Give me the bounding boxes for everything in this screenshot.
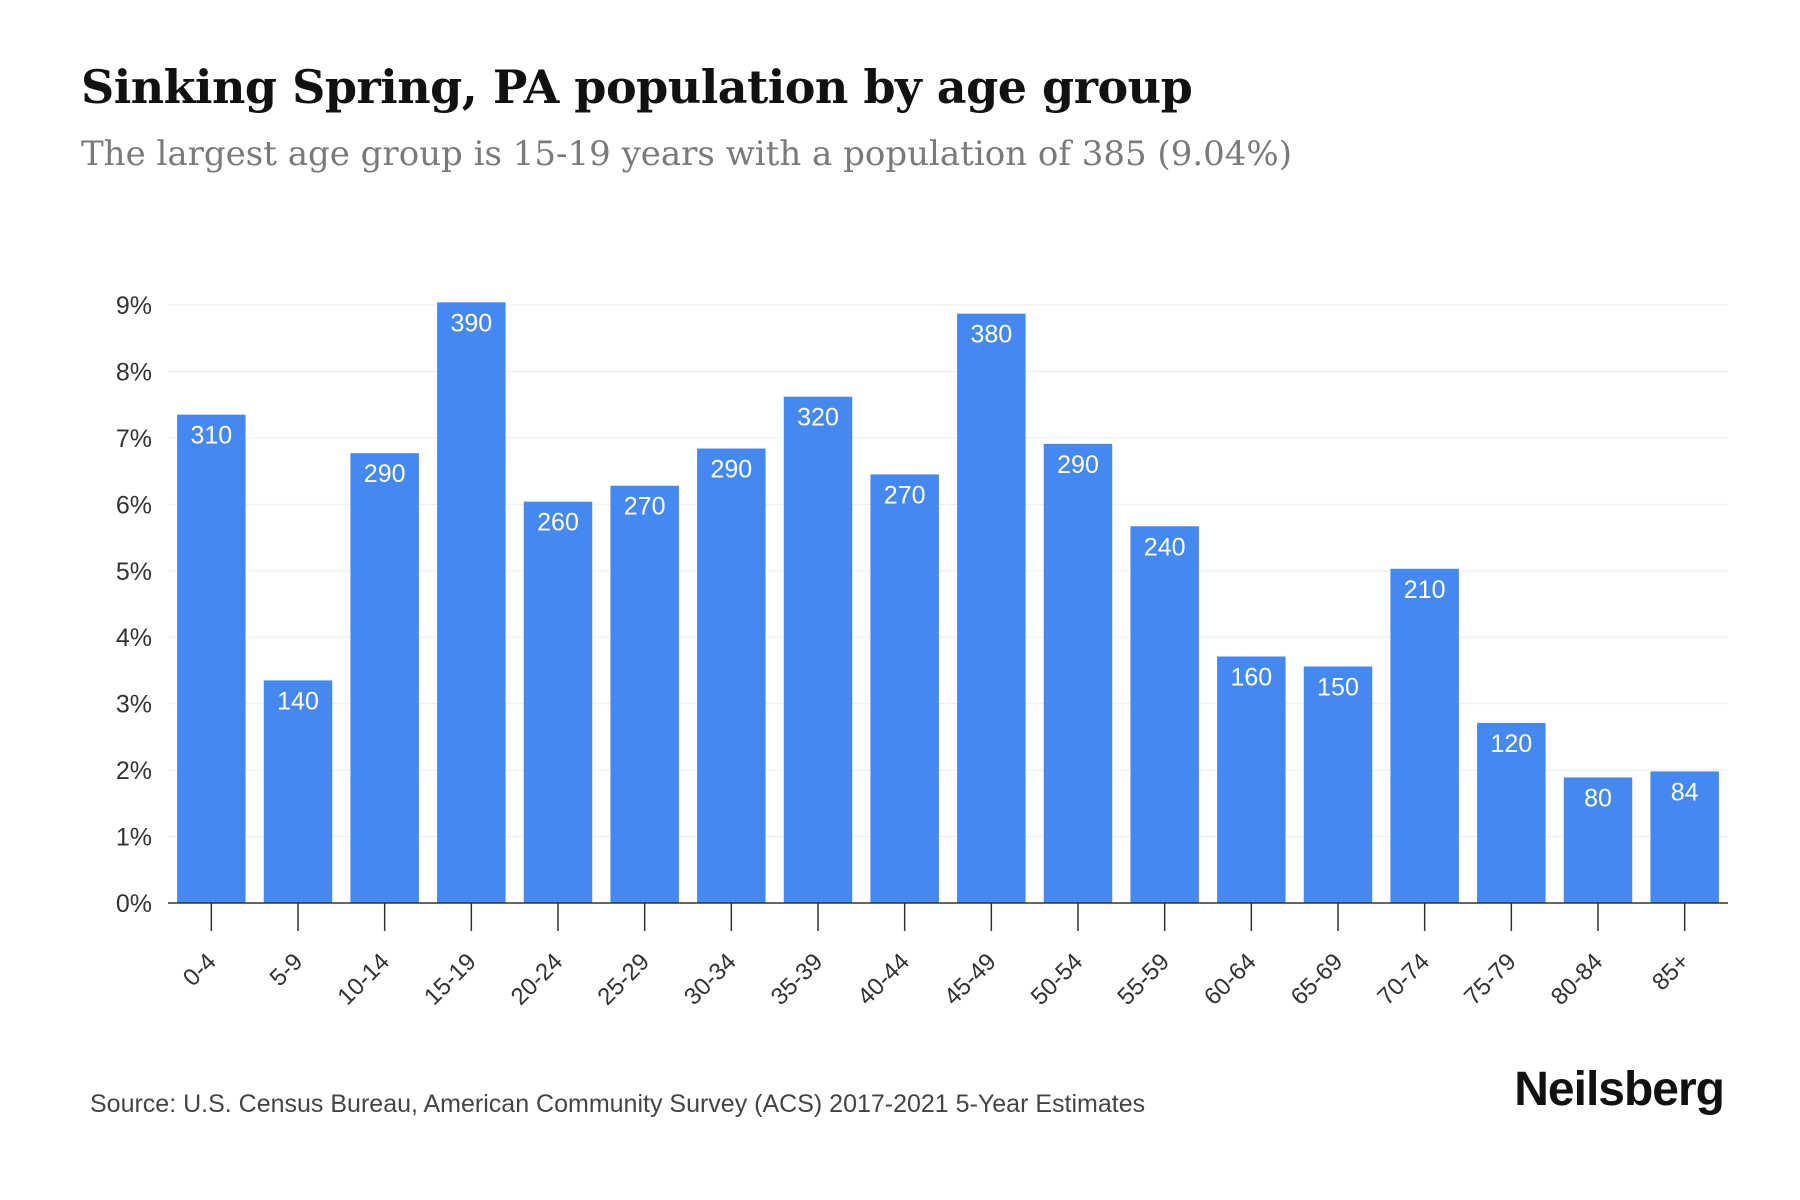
data-label: 210 <box>1404 576 1446 604</box>
data-label: 270 <box>624 493 666 521</box>
x-tick-label: 25-29 <box>592 948 655 1011</box>
bars: 310 140 290 390 260 270 290 320 270 380 290 240 160 1… <box>177 302 1719 903</box>
bar-35-39 <box>783 396 853 903</box>
data-label: 390 <box>450 309 492 337</box>
bar-30-34 <box>697 448 766 903</box>
x-tick-label: 50-54 <box>1026 948 1089 1011</box>
y-tick-label: 5% <box>116 558 152 586</box>
x-tick-label: 20-24 <box>506 948 569 1011</box>
x-tick-label: 15-19 <box>419 948 482 1011</box>
data-label: 150 <box>1317 673 1359 701</box>
x-tick-label: 80-84 <box>1546 948 1609 1011</box>
y-tick-label: 6% <box>116 491 152 519</box>
data-label: 290 <box>364 460 406 488</box>
data-label: 380 <box>970 321 1012 349</box>
data-label: 240 <box>1144 533 1186 561</box>
bar-10-14 <box>350 453 419 903</box>
x-tick-label: 55-59 <box>1112 948 1175 1011</box>
y-tick-label: 8% <box>116 358 152 386</box>
x-tick-label: 60-64 <box>1199 948 1262 1011</box>
bar-60-64 <box>1217 656 1286 903</box>
x-tick-label: 5-9 <box>265 948 309 992</box>
data-label: 320 <box>797 404 839 432</box>
y-tick-label: 0% <box>116 890 152 918</box>
x-tick-label: 85+ <box>1647 948 1695 996</box>
x-tick-label: 75-79 <box>1459 948 1522 1011</box>
x-axis <box>168 902 1728 931</box>
source-note: Source: U.S. Census Bureau, American Com… <box>90 1090 1146 1118</box>
bar-0-4 <box>177 414 246 903</box>
bar-55-59 <box>1130 526 1199 903</box>
chart-title: Sinking Spring, PA population by age gro… <box>81 60 1193 114</box>
gridlines <box>168 304 1728 838</box>
y-tick-label: 1% <box>116 824 152 852</box>
bar-85+ <box>1650 771 1719 903</box>
bar-15-19 <box>437 302 506 903</box>
data-label: 270 <box>884 481 926 509</box>
bar-70-74 <box>1390 568 1459 903</box>
x-tick-label: 65-69 <box>1286 948 1349 1011</box>
bar-75-79 <box>1477 722 1546 903</box>
x-tick-label: 70-74 <box>1372 948 1435 1011</box>
x-tick-label: 40-44 <box>852 948 915 1011</box>
x-tick-label: 35-39 <box>766 948 829 1011</box>
x-axis-labels: 0-4 5-9 10-14 15-19 20-24 25-29 30-34 35-39 40-4… <box>178 948 1695 1011</box>
y-axis-ticks: 0% 1% 2% 3% 4% 5% 6% 7% 8% 9% <box>116 292 152 918</box>
bar-65-69 <box>1303 666 1373 903</box>
bar-25-29 <box>610 485 679 903</box>
y-tick-label: 3% <box>116 691 152 719</box>
x-tick-label: 45-49 <box>939 948 1002 1011</box>
data-label: 290 <box>710 456 752 484</box>
bar-40-44 <box>870 474 939 903</box>
y-tick-label: 2% <box>116 757 152 785</box>
chart-subtitle: The largest age group is 15-19 years wit… <box>81 134 1292 174</box>
data-label: 160 <box>1230 663 1272 691</box>
data-label: 290 <box>1057 451 1099 479</box>
data-label: 140 <box>277 687 319 715</box>
y-tick-label: 4% <box>116 624 152 652</box>
bar-50-54 <box>1043 443 1113 903</box>
data-label: 84 <box>1671 778 1699 806</box>
bar-20-24 <box>523 501 593 903</box>
bar-45-49 <box>957 313 1026 903</box>
x-tick-label: 30-34 <box>679 948 742 1011</box>
bar-5-9 <box>263 680 333 903</box>
bar-80-84 <box>1563 777 1633 903</box>
data-label: 80 <box>1584 784 1612 812</box>
data-label: 260 <box>537 509 579 537</box>
data-label: 310 <box>190 422 232 450</box>
x-tick-label: 0-4 <box>178 948 222 992</box>
y-tick-label: 7% <box>116 425 152 453</box>
data-label: 120 <box>1490 730 1532 758</box>
brand-logo: Neilsberg <box>1514 1063 1725 1116</box>
x-tick-label: 10-14 <box>332 948 395 1011</box>
y-tick-label: 9% <box>116 292 152 320</box>
